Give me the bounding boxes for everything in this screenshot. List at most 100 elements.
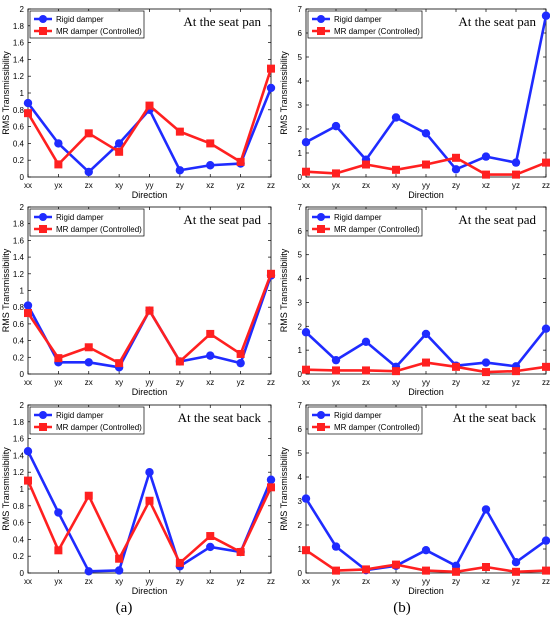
chart-4: 0 1 2 3 4 5 6 7 xx yx zx xy yy zy xz yz zz Direction RMS T…: [279, 203, 550, 397]
data-point-rigid: [421, 329, 431, 339]
x-tick-label: zy: [452, 181, 460, 190]
data-point-mr: [24, 109, 32, 118]
data-point-mr: [542, 362, 550, 371]
data-point-rigid: [481, 505, 491, 514]
data-point-rigid: [84, 167, 93, 177]
x-tick-label: zx: [362, 181, 370, 190]
y-tick-label: 6: [298, 425, 303, 434]
x-tick-label: yz: [512, 577, 520, 586]
data-point-mr: [482, 368, 490, 377]
chart-2: 0 1 2 3 4 5 6 7 xx yx zx xy yy zy xz yz zz Direction RMS T…: [279, 5, 550, 200]
legend-marker-rigid: [39, 213, 47, 221]
legend-label: Rigid damper: [56, 213, 104, 222]
x-tick-label: xx: [302, 378, 310, 387]
y-tick-label: 0.8: [13, 106, 25, 115]
data-point-mr: [115, 554, 124, 563]
data-point-mr: [206, 532, 215, 541]
data-point-rigid: [481, 152, 491, 161]
annotation: At the seat pan: [183, 14, 261, 29]
x-tick-label: xx: [24, 181, 32, 190]
legend-label: Rigid damper: [334, 15, 382, 24]
y-tick-label: 2: [20, 401, 25, 410]
x-tick-label: zy: [452, 378, 460, 387]
legend: Rigid damper MR damper (Controlled): [29, 406, 145, 435]
data-point-mr: [452, 567, 460, 576]
data-point-mr: [175, 357, 184, 366]
legend-box: [307, 10, 423, 39]
annotation: At the seat back: [453, 410, 537, 425]
x-tick-label: yx: [54, 378, 62, 387]
data-point-rigid: [331, 121, 341, 131]
x-tick-label: xz: [206, 181, 214, 190]
x-tick-label: yy: [422, 577, 430, 586]
y-tick-label: 2: [20, 5, 25, 14]
data-point-mr: [267, 269, 275, 278]
legend: Rigid damper MR damper (Controlled): [29, 208, 145, 237]
legend-label: MR damper (Controlled): [334, 423, 420, 432]
data-point-mr: [482, 170, 490, 179]
data-point-mr: [206, 139, 215, 148]
data-point-mr: [362, 565, 370, 574]
data-point-mr: [84, 343, 93, 352]
x-tick-label: xy: [392, 378, 400, 387]
data-point-rigid: [175, 166, 185, 175]
y-tick-label: 1.6: [13, 435, 25, 444]
x-tick-label: yx: [332, 378, 340, 387]
legend: Rigid damper MR damper (Controlled): [307, 406, 423, 435]
legend-label: MR damper (Controlled): [334, 27, 420, 36]
data-point-rigid: [541, 324, 550, 333]
y-axis-label: RMS Transmissibility: [279, 447, 289, 531]
legend-marker-mr: [39, 27, 47, 35]
x-tick-label: xy: [115, 577, 123, 586]
data-point-rigid: [206, 161, 215, 170]
legend-marker-mr: [39, 423, 47, 431]
x-tick-label: zz: [542, 577, 550, 586]
data-point-mr: [362, 366, 370, 375]
x-tick-label: zz: [542, 181, 550, 190]
data-point-mr: [452, 362, 460, 371]
y-axis-label: RMS Transmissibility: [1, 51, 11, 135]
y-tick-label: 0.4: [13, 139, 25, 148]
y-tick-label: 3: [298, 101, 303, 110]
y-tick-label: 0.6: [13, 123, 25, 132]
y-tick-label: 1.6: [13, 39, 25, 48]
data-point-mr: [512, 567, 520, 576]
y-tick-label: 1: [20, 485, 25, 494]
data-point-mr: [332, 566, 340, 575]
caption-b: (b): [393, 600, 411, 616]
y-tick-label: 0: [298, 173, 303, 182]
data-point-mr: [115, 147, 124, 156]
y-tick-label: 2: [298, 322, 303, 331]
y-axis-label: RMS Transmissibility: [279, 248, 289, 332]
y-tick-label: 4: [298, 77, 303, 86]
data-point-mr: [54, 354, 63, 363]
x-tick-label: xy: [392, 181, 400, 190]
data-point-mr: [452, 153, 460, 162]
legend-marker-mr: [317, 27, 325, 35]
data-point-mr: [24, 309, 32, 318]
legend-marker-mr: [317, 423, 325, 431]
y-tick-label: 0.6: [13, 519, 25, 528]
annotation: At the seat back: [178, 410, 262, 425]
y-tick-label: 1.2: [13, 468, 25, 477]
data-point-rigid: [114, 566, 124, 575]
y-tick-label: 6: [298, 29, 303, 38]
legend-marker-rigid: [317, 213, 325, 221]
legend-label: MR damper (Controlled): [56, 423, 142, 432]
legend-label: Rigid damper: [334, 411, 382, 420]
x-tick-label: zx: [362, 577, 370, 586]
data-point-mr: [392, 165, 400, 174]
x-axis-label: Direction: [132, 387, 168, 397]
legend-marker-rigid: [317, 411, 325, 419]
data-point-rigid: [23, 301, 33, 310]
x-tick-label: xz: [482, 378, 490, 387]
x-tick-label: yx: [54, 577, 62, 586]
y-tick-label: 1.8: [13, 22, 25, 31]
data-point-rigid: [511, 158, 521, 167]
data-point-rigid: [114, 139, 124, 148]
data-point-rigid: [84, 567, 93, 576]
data-point-mr: [236, 157, 245, 166]
y-tick-label: 7: [298, 5, 303, 14]
x-tick-label: yx: [54, 181, 62, 190]
y-tick-label: 7: [298, 401, 303, 410]
